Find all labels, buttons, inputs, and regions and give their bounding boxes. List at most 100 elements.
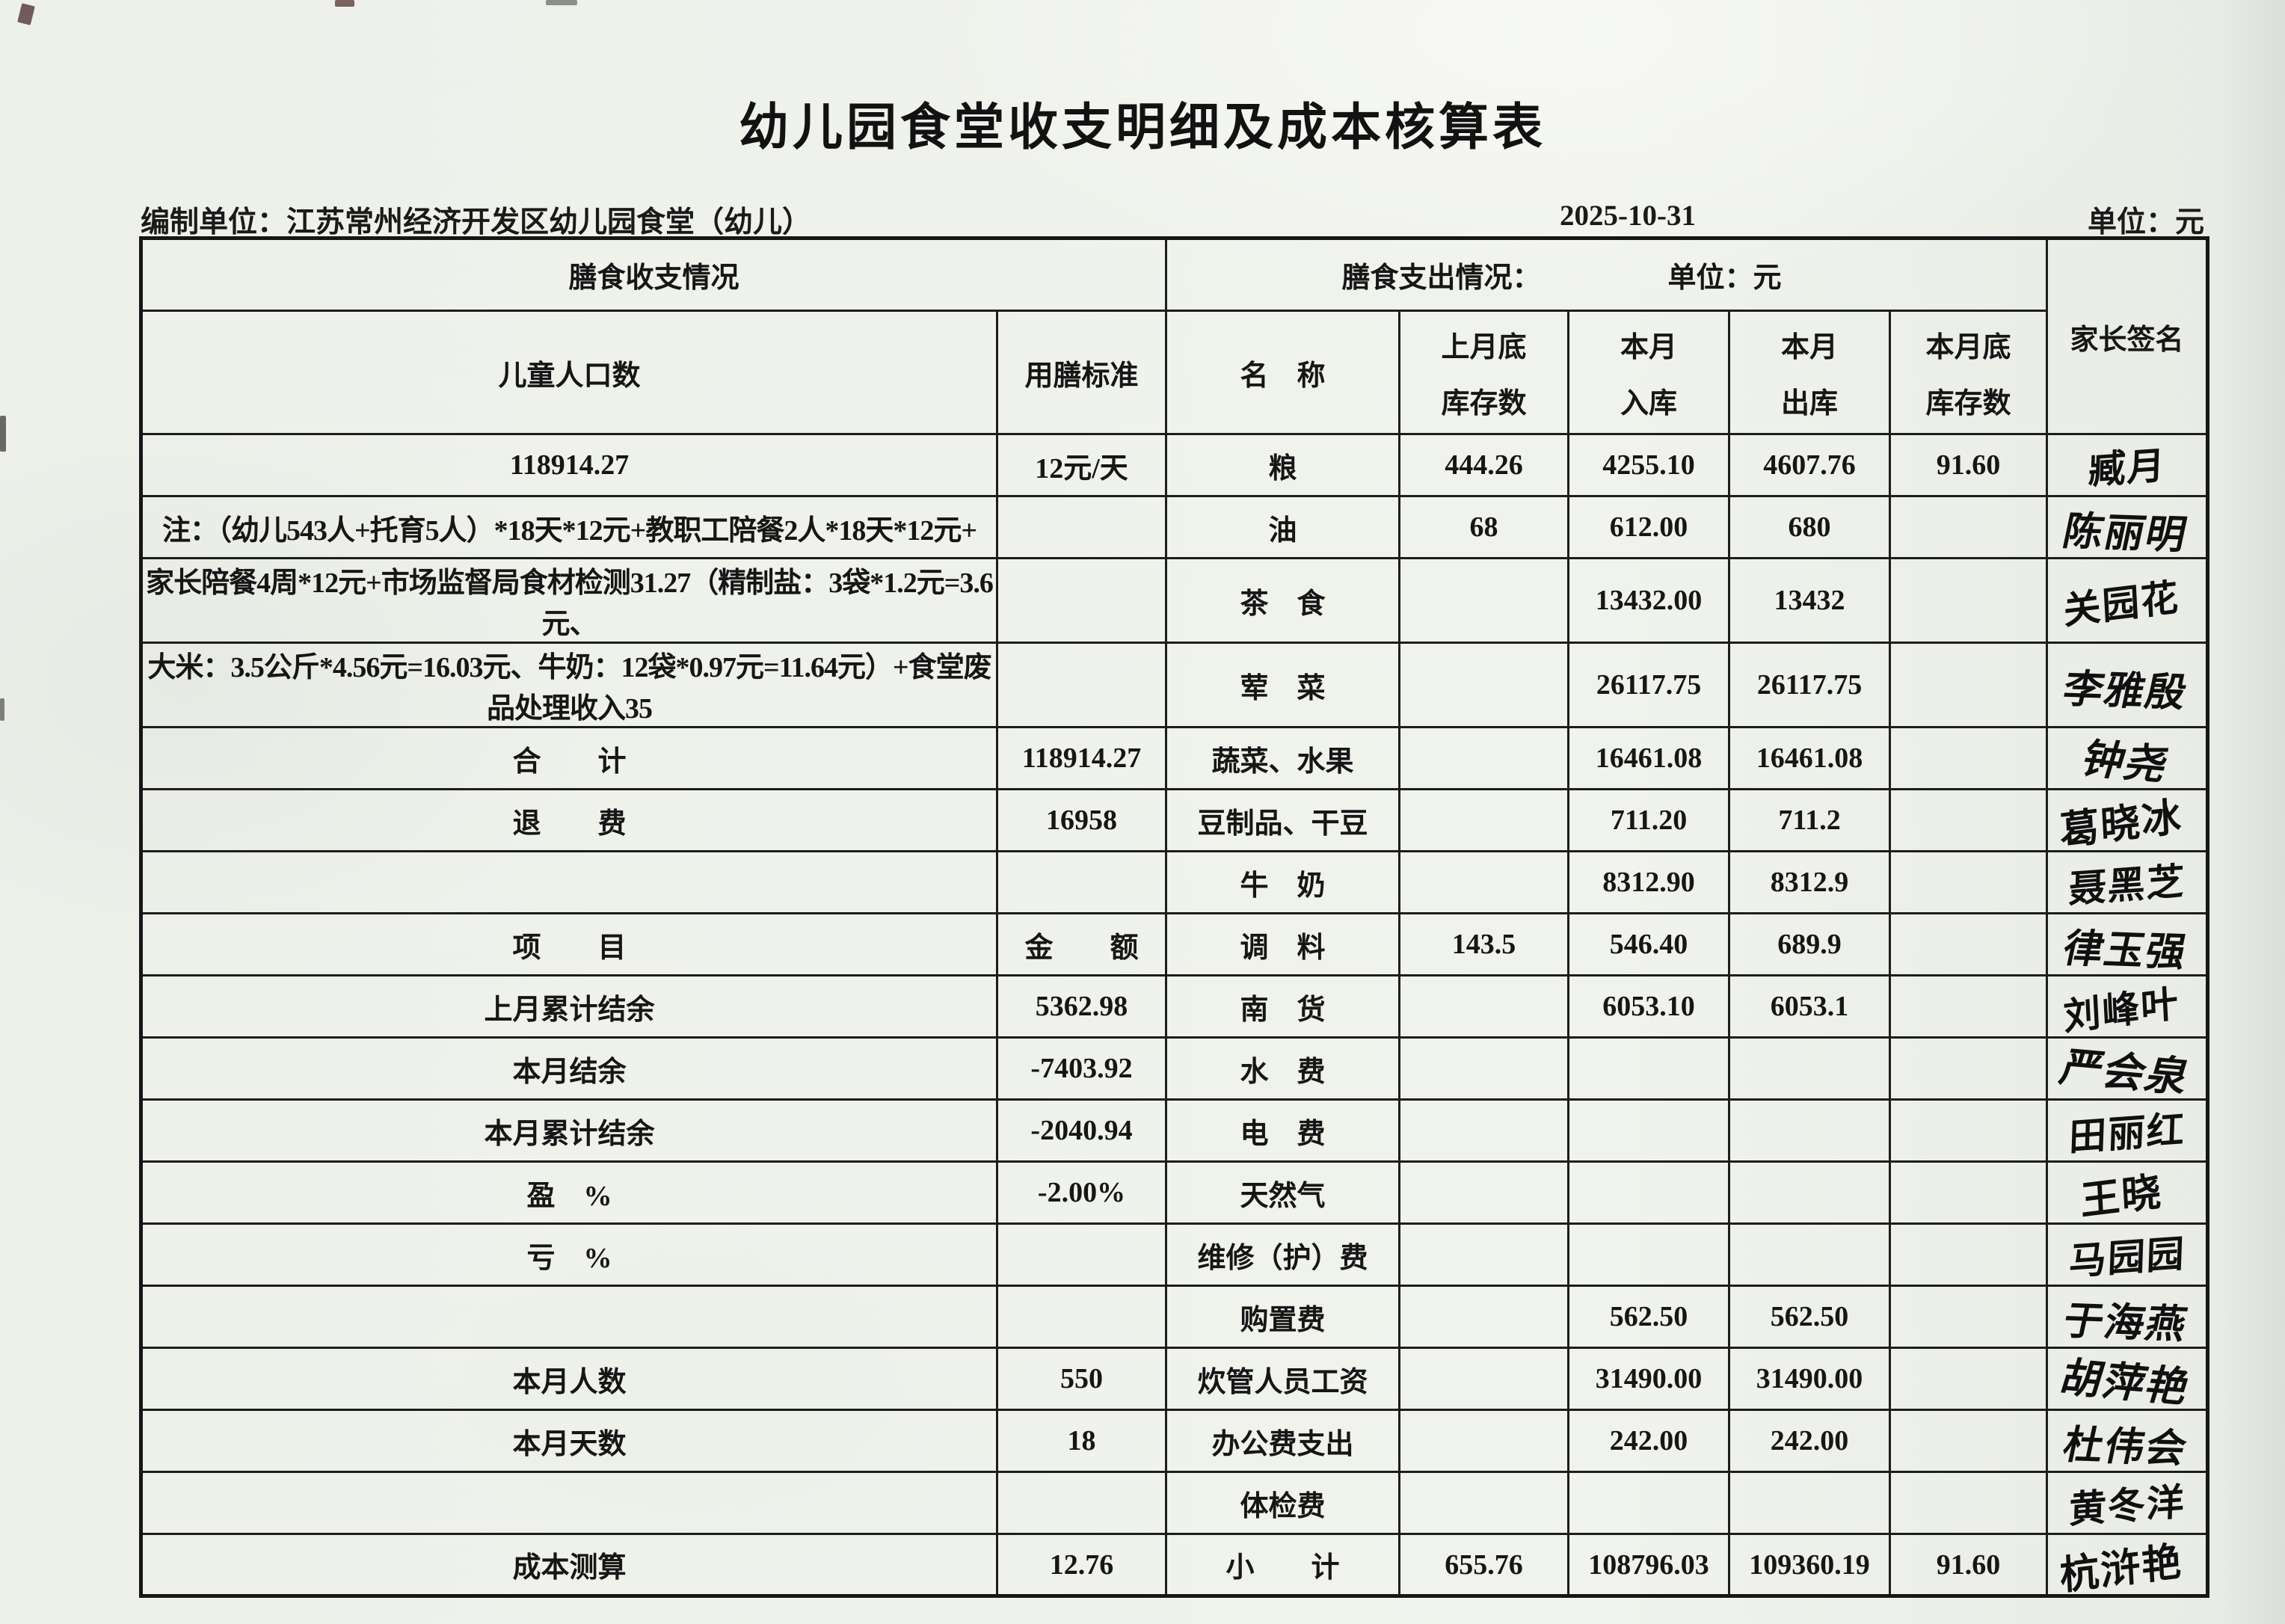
cell-left-label	[140, 850, 998, 914]
parent-signature: 王晓	[2079, 1170, 2163, 1224]
signature-cell: 陈丽明	[2046, 495, 2209, 559]
cell-left-value: -7403.92	[995, 1036, 1168, 1101]
cell-prev-stock	[1398, 726, 1570, 790]
cell-left-label: 本月人数	[140, 1347, 998, 1411]
cell-item-name: 调 料	[1165, 912, 1401, 976]
signature-cell: 马园园	[2046, 1222, 2209, 1287]
col-header-line: 上月底	[1441, 332, 1527, 363]
cell-left-label: 合 计	[140, 726, 998, 790]
parent-signature: 严会泉	[2055, 1045, 2197, 1101]
parent-signature: 马园园	[2067, 1232, 2186, 1283]
cell-prev-stock	[1398, 974, 1570, 1039]
cell-month-out: 4607.76	[1728, 433, 1892, 497]
cell-item-name: 炊管人员工资	[1165, 1347, 1401, 1411]
cell-item-name: 电 费	[1165, 1098, 1401, 1163]
cell-month-out	[1728, 1036, 1892, 1101]
cell-left-label: 本月结余	[140, 1036, 998, 1101]
cell-month-in: 13432.00	[1567, 557, 1731, 644]
table-row: 退 费 16958 豆制品、干豆 711.20 711.2 葛晓冰	[140, 788, 2209, 854]
cell-left-value: 12元/天	[995, 433, 1168, 497]
cell-prev-stock: 143.5	[1398, 912, 1570, 976]
prepared-by-label: 编制单位：	[141, 206, 287, 239]
cell-item-name: 粮	[1165, 433, 1401, 497]
cell-prev-stock: 655.76	[1398, 1533, 1570, 1597]
cell-month-in: 612.00	[1567, 495, 1731, 559]
cell-end-stock	[1889, 974, 2049, 1039]
cell-item-name: 体检费	[1165, 1471, 1401, 1535]
table-row: 亏 % 维修（护）费 马园园	[140, 1222, 2209, 1287]
cell-left-label: 本月累计结余	[140, 1098, 998, 1163]
signature-cell: 黄冬洋	[2046, 1471, 2209, 1535]
table-row: 盈 % -2.00% 天然气 王晓	[140, 1160, 2209, 1225]
parent-signature: 聂黑芝	[2067, 860, 2186, 911]
cell-end-stock	[1889, 726, 2049, 790]
cell-month-in: 31490.00	[1567, 1347, 1731, 1411]
cell-left-label	[140, 1471, 998, 1535]
cell-left-value	[995, 557, 1168, 644]
parent-signature: 关园花	[2061, 576, 2180, 633]
parent-signature: 田丽红	[2067, 1108, 2186, 1159]
cell-left-label: 亏 %	[140, 1222, 998, 1287]
scan-artifact	[0, 416, 6, 452]
cell-end-stock	[1889, 850, 2049, 914]
cell-end-stock	[1889, 557, 2049, 644]
form-meta: 编制单位：江苏常州经济开发区幼儿园食堂（幼儿） 2025-10-31 单位：元	[0, 199, 2285, 239]
cell-left-label: 上月累计结余	[140, 974, 998, 1039]
cell-prev-stock	[1398, 788, 1570, 852]
cell-item-name: 办公费支出	[1165, 1409, 1401, 1473]
cell-month-in: 6053.10	[1567, 974, 1731, 1039]
scan-artifact	[17, 3, 35, 25]
cell-item-name: 茶 食	[1165, 557, 1401, 644]
cell-prev-stock	[1398, 1285, 1570, 1349]
cell-prev-stock	[1398, 642, 1570, 728]
cell-end-stock	[1889, 1036, 2049, 1101]
cell-end-stock	[1889, 1347, 2049, 1411]
cell-item-name: 油	[1165, 495, 1401, 559]
cell-month-out: 8312.9	[1728, 850, 1892, 914]
cell-prev-stock: 444.26	[1398, 433, 1570, 497]
unit-label: 单位：元	[2087, 206, 2204, 239]
cell-end-stock	[1889, 495, 2049, 559]
cell-prev-stock	[1398, 850, 1570, 914]
col-header-meal-standard: 用膳标准	[995, 310, 1168, 435]
parent-signature-header: 家长签名	[2046, 237, 2209, 435]
signature-cell: 葛晓冰	[2046, 788, 2209, 854]
table-row: 体检费 黄冬洋	[140, 1471, 2209, 1535]
cell-left-label	[140, 1285, 998, 1349]
cell-end-stock	[1889, 912, 2049, 976]
cell-month-in: 108796.03	[1567, 1533, 1731, 1597]
cell-month-in: 26117.75	[1567, 642, 1731, 728]
parent-signature: 杜伟会	[2059, 1424, 2192, 1471]
cell-month-out	[1728, 1098, 1892, 1163]
cell-month-out: 680	[1728, 495, 1892, 559]
table-row: 成本测算 12.76 小 计 655.76 108796.03 109360.1…	[140, 1533, 2209, 1599]
cost-accounting-table: 膳食收支情况 膳食支出情况： 单位：元 家长签名 儿童人口数 用膳标准 名 称 …	[139, 236, 2210, 1599]
cell-month-out: 26117.75	[1728, 642, 1892, 728]
scan-artifact	[335, 0, 354, 7]
income-section-header: 膳食收支情况	[139, 237, 1168, 312]
cell-left-value	[995, 1471, 1168, 1535]
cell-end-stock	[1889, 1098, 2049, 1163]
cell-prev-stock	[1398, 1409, 1570, 1473]
cell-left-value: -2.00%	[995, 1160, 1168, 1225]
cell-prev-stock	[1398, 1222, 1570, 1287]
parent-signature: 钟尧	[2076, 736, 2175, 789]
cell-item-name: 南 货	[1165, 974, 1401, 1039]
cell-month-out	[1728, 1471, 1892, 1535]
cell-month-in: 16461.08	[1567, 726, 1731, 790]
cell-prev-stock	[1398, 557, 1570, 644]
table-row: 本月人数 550 炊管人员工资 31490.00 31490.00 胡萍艳	[140, 1347, 2209, 1411]
col-header-line: 入库	[1620, 388, 1678, 419]
cell-left-value: 118914.27	[995, 726, 1168, 790]
cell-item-name: 小 计	[1165, 1533, 1401, 1597]
cell-left-value	[995, 850, 1168, 914]
cell-month-in: 4255.10	[1567, 433, 1731, 497]
cell-month-in	[1567, 1471, 1731, 1535]
parent-signature: 胡萍艳	[2055, 1355, 2197, 1411]
parent-signature: 葛晓冰	[2058, 795, 2184, 855]
col-header-line: 库存数	[1441, 388, 1527, 419]
cell-left-value: 16958	[995, 788, 1168, 852]
cell-left-value: -2040.94	[995, 1098, 1168, 1163]
col-header-month-out: 本月 出库	[1728, 310, 1892, 435]
signature-cell: 杭浒艳	[2046, 1533, 2209, 1599]
